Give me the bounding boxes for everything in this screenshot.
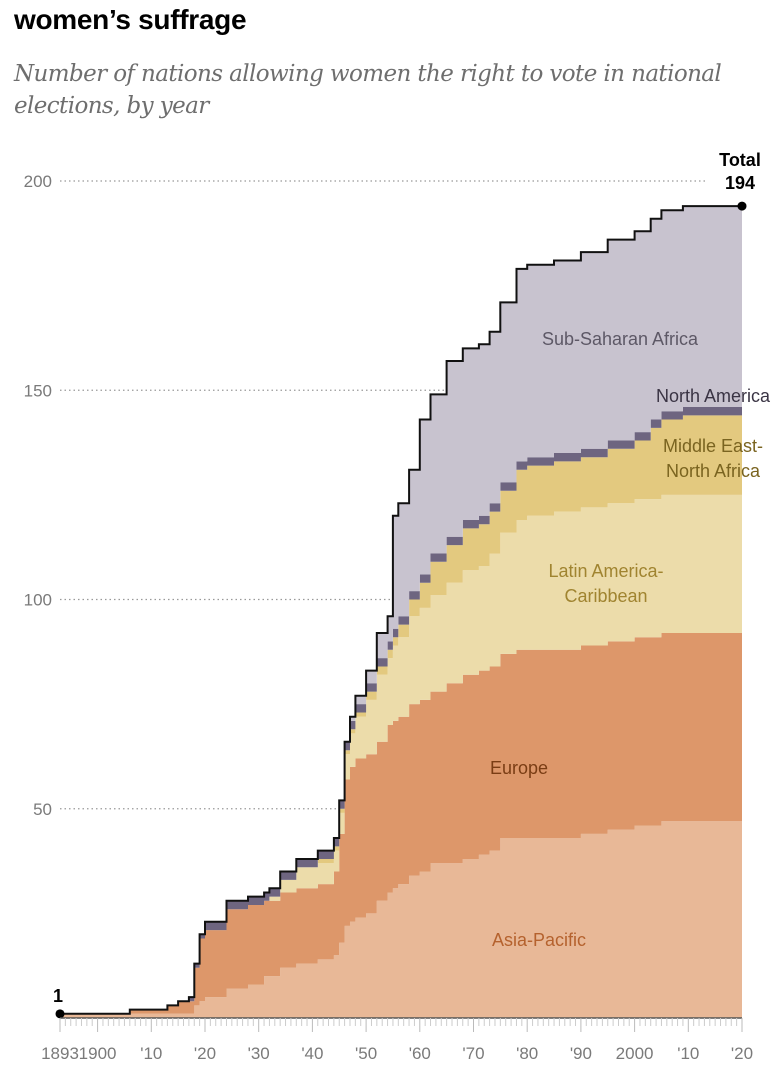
x-tick-label: '30 (248, 1044, 270, 1063)
area-sub-saharan-africa (60, 206, 742, 1014)
x-tick-label: 1893 (41, 1044, 79, 1063)
x-tick-label: '80 (516, 1044, 538, 1063)
gridlines (60, 180, 705, 810)
y-tick-label: 200 (24, 172, 52, 191)
area-middle-east-north-africa (60, 415, 742, 1014)
area-asia-pacific (60, 821, 742, 1018)
series-label: Caribbean (564, 586, 647, 606)
x-tick-label: '60 (409, 1044, 431, 1063)
start-value-label: 1 (53, 986, 63, 1006)
chart-subtitle: Number of nations allowing women the rig… (14, 61, 722, 119)
x-tick-label: '10 (140, 1044, 162, 1063)
total-line (60, 205, 742, 1015)
x-tick-label: 1900 (79, 1044, 117, 1063)
series-label: Asia-Pacific (492, 930, 586, 950)
x-axis: 1893 1900 '10 '20 '30 '40 '50 '60 '70 '80 '90 2000 '… (41, 1017, 753, 1063)
x-tick-label: '40 (301, 1044, 323, 1063)
y-axis: 50 100 150 200 (24, 172, 52, 819)
series-label: Latin America- (548, 561, 663, 581)
total-value-label: 194 (725, 173, 755, 193)
end-point (737, 201, 747, 211)
y-tick-label: 100 (24, 591, 52, 610)
x-tick-label: 2000 (616, 1044, 654, 1063)
y-tick-label: 50 (33, 800, 52, 819)
start-point (55, 1009, 65, 1019)
x-tick-label: '20 (194, 1044, 216, 1063)
x-tick-label: '10 (677, 1044, 699, 1063)
series-label: Europe (490, 758, 548, 778)
series-labels: Asia-Pacific Europe Latin America- Caribbea… (490, 329, 771, 950)
x-tick-label: '90 (570, 1044, 592, 1063)
chart-title: women’s suffrage (14, 4, 247, 35)
area-bands (55, 201, 747, 1019)
y-tick-label: 150 (24, 381, 52, 400)
total-label: Total (719, 150, 761, 170)
series-label: North Africa (666, 461, 761, 481)
x-tick-label: '70 (462, 1044, 484, 1063)
annotations: 1 Total 194 (53, 150, 761, 1006)
series-label: Sub-Saharan Africa (542, 329, 699, 349)
area-europe (60, 633, 742, 1014)
area-latin-america-caribbean (60, 494, 742, 1014)
series-label: Middle East- (663, 436, 763, 456)
x-tick-label: '20 (731, 1044, 753, 1063)
x-tick-label: '50 (355, 1044, 377, 1063)
series-label: North America (656, 386, 771, 406)
